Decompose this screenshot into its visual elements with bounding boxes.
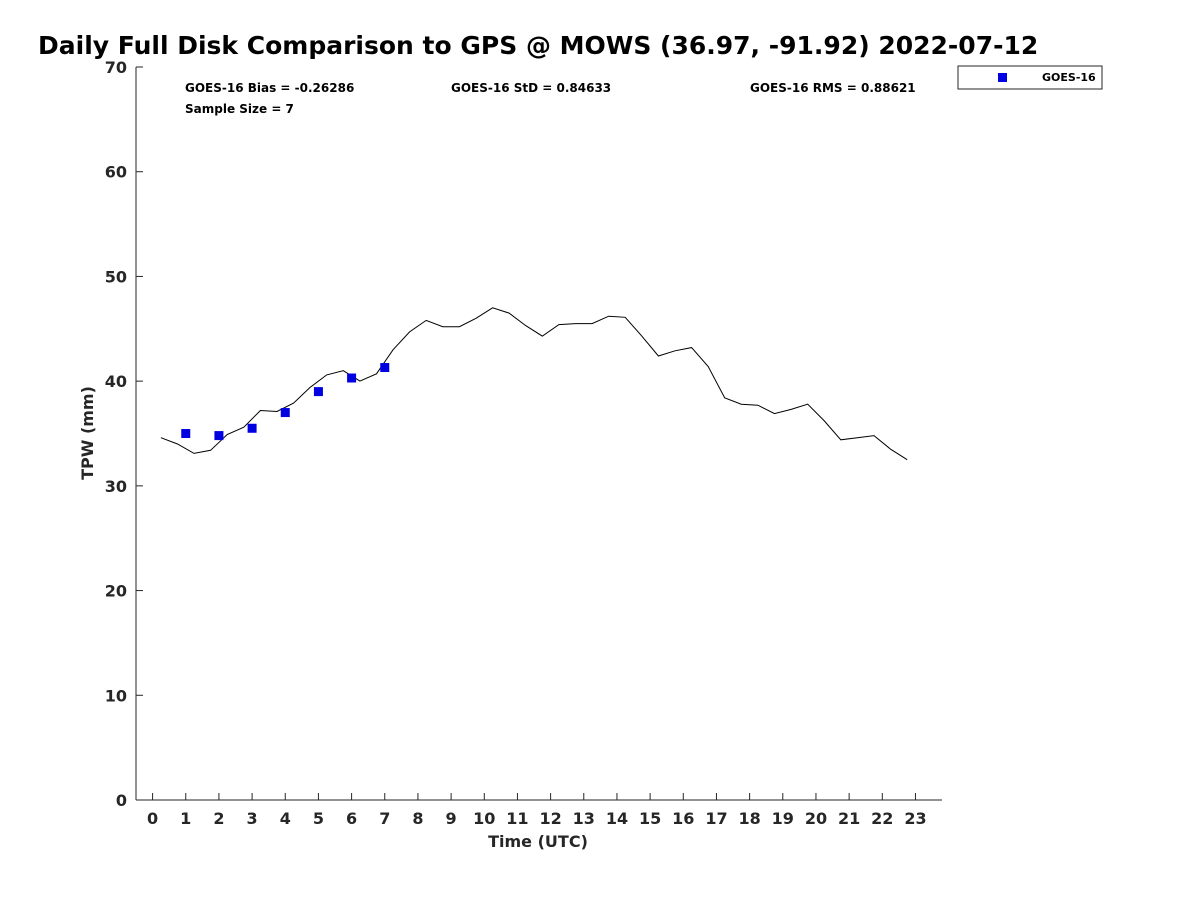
x-tick-label: 3 (247, 809, 258, 828)
x-tick-label: 6 (346, 809, 357, 828)
goes16-point (280, 408, 290, 418)
goes16-point (380, 363, 390, 373)
x-tick-label: 7 (379, 809, 390, 828)
gps-line-series (160, 307, 908, 461)
x-tick-label: 23 (904, 809, 926, 828)
gps-tpw-line (160, 307, 908, 461)
stat-std: GOES-16 StD = 0.84633 (451, 81, 611, 95)
stat-rms: GOES-16 RMS = 0.88621 (750, 81, 916, 95)
legend-label-goes16: GOES-16 (1042, 71, 1096, 84)
x-tick-label: 20 (805, 809, 827, 828)
x-tick-label: 15 (639, 809, 661, 828)
goes16-point (247, 423, 257, 433)
y-tick-label: 20 (105, 582, 127, 601)
x-tick-label: 19 (772, 809, 794, 828)
goes16-point (214, 431, 224, 441)
y-tick-label: 60 (105, 163, 127, 182)
x-tick-label: 14 (606, 809, 628, 828)
y-tick-label: 50 (105, 267, 127, 286)
x-axis-label: Time (UTC) (488, 832, 588, 851)
x-tick-label: 12 (539, 809, 561, 828)
x-tick-label: 1 (180, 809, 191, 828)
chart-title: Daily Full Disk Comparison to GPS @ MOWS… (38, 31, 1038, 60)
x-tick-label: 11 (506, 809, 528, 828)
x-axis-ticks: 0 1 2 3 4 5 6 7 8 9 10 11 12 13 14 15 16 17 18 19 20 21 22 23 (147, 793, 927, 828)
legend: GOES-16 (957, 65, 1103, 90)
y-tick-label: 40 (105, 372, 127, 391)
x-tick-label: 9 (446, 809, 457, 828)
y-axis-label: TPW (mm) (78, 386, 97, 480)
legend-marker-goes16 (998, 73, 1007, 82)
y-tick-label: 10 (105, 686, 127, 705)
stat-bias: GOES-16 Bias = -0.26286 (185, 81, 354, 95)
x-tick-label: 5 (313, 809, 324, 828)
x-tick-label: 10 (473, 809, 495, 828)
chart-axes (135, 67, 942, 801)
goes16-point-series (181, 363, 390, 441)
y-tick-label: 0 (116, 791, 127, 810)
y-axis-ticks: 0 10 20 30 40 50 60 70 (105, 58, 143, 810)
x-tick-label: 21 (838, 809, 860, 828)
legend-box (957, 65, 1103, 90)
x-tick-label: 17 (705, 809, 727, 828)
goes16-point (181, 429, 191, 438)
x-tick-label: 22 (871, 809, 893, 828)
x-tick-label: 13 (573, 809, 595, 828)
goes16-point (313, 387, 323, 397)
x-tick-label: 8 (412, 809, 423, 828)
y-tick-label: 70 (105, 58, 127, 77)
x-tick-label: 2 (213, 809, 224, 828)
y-tick-label: 30 (105, 477, 127, 496)
x-tick-label: 0 (147, 809, 158, 828)
goes16-point (347, 373, 357, 383)
stat-sample-size: Sample Size = 7 (185, 102, 294, 116)
x-tick-label: 16 (672, 809, 694, 828)
x-tick-label: 4 (280, 809, 291, 828)
x-tick-label: 18 (738, 809, 760, 828)
